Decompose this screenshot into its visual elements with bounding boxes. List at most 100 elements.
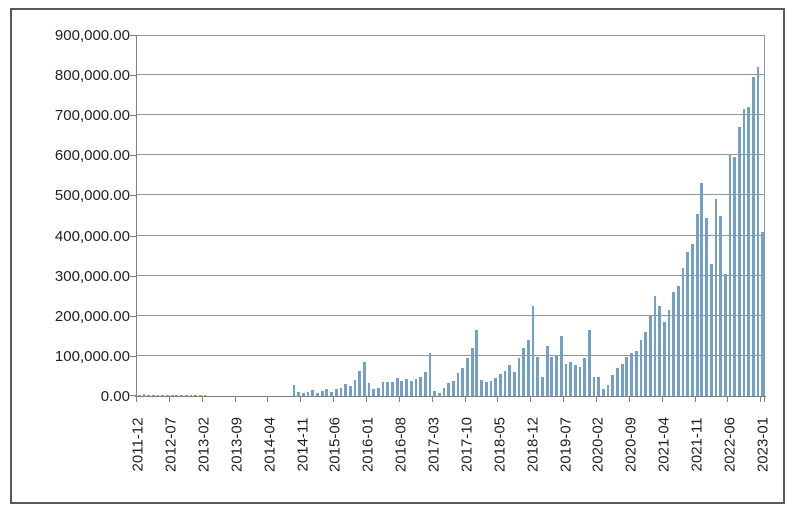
x-axis-tick xyxy=(168,396,170,402)
bar-slot xyxy=(704,35,709,396)
bar xyxy=(461,368,465,396)
y-axis-tick-label: 600,000.00 xyxy=(54,147,130,165)
bar xyxy=(695,213,699,396)
bar-slot xyxy=(737,35,742,396)
bar-slot xyxy=(681,35,686,396)
bar xyxy=(480,379,483,396)
bar-slot xyxy=(718,35,723,396)
gridline xyxy=(136,234,765,236)
x-axis-tick-label: 2014-04 xyxy=(261,416,279,473)
bar xyxy=(630,353,633,396)
bar xyxy=(559,335,563,396)
bar-slot xyxy=(545,35,550,396)
bar-slot xyxy=(296,35,301,396)
x-axis-tick-label: 2021-04 xyxy=(655,416,673,473)
bar xyxy=(447,383,451,396)
bar xyxy=(742,109,746,396)
bar xyxy=(747,107,751,396)
x-axis-tick xyxy=(366,396,367,402)
bar-slot xyxy=(746,35,751,396)
bar xyxy=(658,305,662,396)
bar xyxy=(156,395,160,396)
bar xyxy=(714,199,718,396)
x-axis-tick-label: 2021-11 xyxy=(688,417,706,472)
x-axis-tick xyxy=(234,396,236,402)
bar xyxy=(606,385,610,396)
bar xyxy=(709,263,713,396)
bar xyxy=(512,371,516,396)
bar-slot xyxy=(428,35,433,396)
x-axis-tick xyxy=(727,396,729,402)
bar-slot xyxy=(475,35,480,396)
bar-slot xyxy=(320,35,325,396)
x-axis-tick-label: 2017-03 xyxy=(425,416,443,473)
bar xyxy=(498,373,502,396)
x-axis-tick-label: 2020-09 xyxy=(622,416,640,473)
y-axis-tick xyxy=(130,395,136,396)
gridline xyxy=(136,314,765,316)
x-axis-tick-label: 2011-12 xyxy=(129,417,147,472)
bar-slot xyxy=(723,35,728,396)
bar-slot xyxy=(142,35,147,396)
bar xyxy=(297,392,301,396)
bar xyxy=(292,384,296,396)
bar-slot xyxy=(329,35,334,396)
bar-slot xyxy=(146,35,151,396)
bar-slot xyxy=(685,35,690,396)
y-axis-tick-label: 400,000.00 xyxy=(54,227,130,245)
bar xyxy=(700,183,704,396)
gridline xyxy=(136,74,765,76)
x-axis-tick xyxy=(201,396,203,402)
plot-area xyxy=(130,35,766,397)
bar xyxy=(728,155,732,396)
bar-slot xyxy=(639,35,644,396)
x-axis-tick-label: 2016-01 xyxy=(359,416,377,473)
bar-slot xyxy=(362,35,367,396)
bar xyxy=(578,366,582,396)
bar-slot xyxy=(432,35,437,396)
bar-slot xyxy=(700,35,705,396)
bar-slot xyxy=(418,35,423,396)
bar-slot xyxy=(343,35,348,396)
bar-slot xyxy=(484,35,489,396)
bar-slot xyxy=(446,35,451,396)
bar-slot xyxy=(582,35,587,396)
x-axis-tick xyxy=(760,396,762,402)
x-axis-tick xyxy=(333,396,335,402)
bar-slot xyxy=(400,35,405,396)
bar xyxy=(433,391,437,396)
x-axis-tick-label: 2015-06 xyxy=(326,416,344,473)
bar-slot xyxy=(151,35,156,396)
bar xyxy=(320,391,324,396)
bar-slot xyxy=(629,35,634,396)
bar xyxy=(475,329,479,396)
x-axis-tick xyxy=(267,396,269,402)
y-axis-tick-label: 300,000.00 xyxy=(54,267,130,285)
bar xyxy=(569,361,572,396)
bar-slot xyxy=(695,35,700,396)
bar xyxy=(423,371,427,396)
bar xyxy=(545,345,549,396)
bar-slot xyxy=(310,35,315,396)
bar-slot xyxy=(395,35,400,396)
bar xyxy=(662,321,666,396)
x-axis-tick xyxy=(431,396,433,402)
bar-slot xyxy=(498,35,503,396)
bar-slot xyxy=(507,35,512,396)
bar-slot xyxy=(189,35,194,396)
bar xyxy=(161,394,165,396)
y-axis-tick-label: 500,000.00 xyxy=(54,187,130,205)
gridline xyxy=(136,194,765,196)
bar xyxy=(184,394,188,396)
bar xyxy=(737,127,741,396)
x-axis-tick xyxy=(300,396,302,402)
gridline xyxy=(136,154,765,156)
bar-slot xyxy=(512,35,517,396)
bar-slot xyxy=(606,35,611,396)
bar-slot xyxy=(160,35,165,396)
bar xyxy=(180,395,183,396)
bar xyxy=(353,379,357,396)
x-axis-tick xyxy=(398,396,400,402)
bar xyxy=(334,388,338,396)
bar xyxy=(602,389,605,396)
